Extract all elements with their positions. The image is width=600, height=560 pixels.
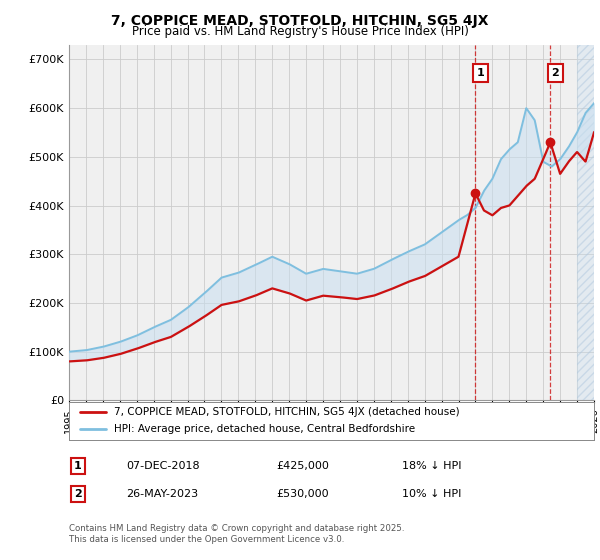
Text: 07-DEC-2018: 07-DEC-2018 — [126, 461, 200, 471]
Text: 1: 1 — [476, 68, 484, 78]
Text: 7, COPPICE MEAD, STOTFOLD, HITCHIN, SG5 4JX (detached house): 7, COPPICE MEAD, STOTFOLD, HITCHIN, SG5 … — [113, 407, 459, 417]
Text: 7, COPPICE MEAD, STOTFOLD, HITCHIN, SG5 4JX: 7, COPPICE MEAD, STOTFOLD, HITCHIN, SG5 … — [111, 14, 489, 28]
Text: 2: 2 — [551, 68, 559, 78]
Text: 10% ↓ HPI: 10% ↓ HPI — [402, 489, 461, 499]
Text: £530,000: £530,000 — [276, 489, 329, 499]
Bar — [577, 45, 594, 400]
Text: £425,000: £425,000 — [276, 461, 329, 471]
Text: Price paid vs. HM Land Registry's House Price Index (HPI): Price paid vs. HM Land Registry's House … — [131, 25, 469, 38]
Text: HPI: Average price, detached house, Central Bedfordshire: HPI: Average price, detached house, Cent… — [113, 424, 415, 435]
Text: 2: 2 — [74, 489, 82, 499]
Text: 18% ↓ HPI: 18% ↓ HPI — [402, 461, 461, 471]
Text: 1: 1 — [74, 461, 82, 471]
Text: Contains HM Land Registry data © Crown copyright and database right 2025.
This d: Contains HM Land Registry data © Crown c… — [69, 524, 404, 544]
Bar — [577, 45, 594, 400]
Text: 26-MAY-2023: 26-MAY-2023 — [126, 489, 198, 499]
